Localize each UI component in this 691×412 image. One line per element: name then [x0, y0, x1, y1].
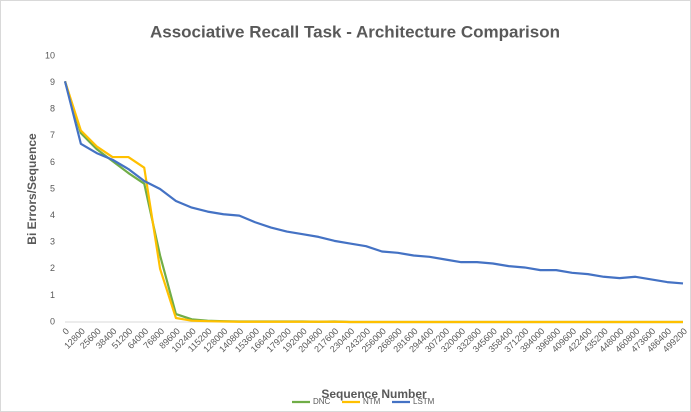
- y-tick-label: 8: [50, 104, 55, 114]
- chart-title: Associative Recall Task - Architecture C…: [150, 22, 560, 41]
- x-tick-label: 0: [60, 326, 71, 337]
- legend-label: DNC: [313, 397, 331, 406]
- legend-label: LSTM: [413, 397, 435, 406]
- y-tick-label: 1: [50, 290, 55, 300]
- line-series: [63, 80, 683, 324]
- y-tick-label: 7: [50, 130, 55, 140]
- y-tick-label: 0: [50, 316, 55, 326]
- y-tick-label: 6: [50, 157, 55, 167]
- y-tick-label: 5: [50, 183, 55, 193]
- y-tick-label: 10: [45, 50, 55, 60]
- y-tick-label: 9: [50, 77, 55, 87]
- x-axis-title: Sequence Number: [321, 387, 427, 401]
- y-tick-label: 3: [50, 237, 55, 247]
- y-tick-label: 2: [50, 263, 55, 273]
- legend-label: NTM: [363, 397, 381, 406]
- y-axis-title: Bi Errors/Sequence: [25, 133, 39, 245]
- y-tick-label: 4: [50, 210, 55, 220]
- line-series: [63, 80, 684, 285]
